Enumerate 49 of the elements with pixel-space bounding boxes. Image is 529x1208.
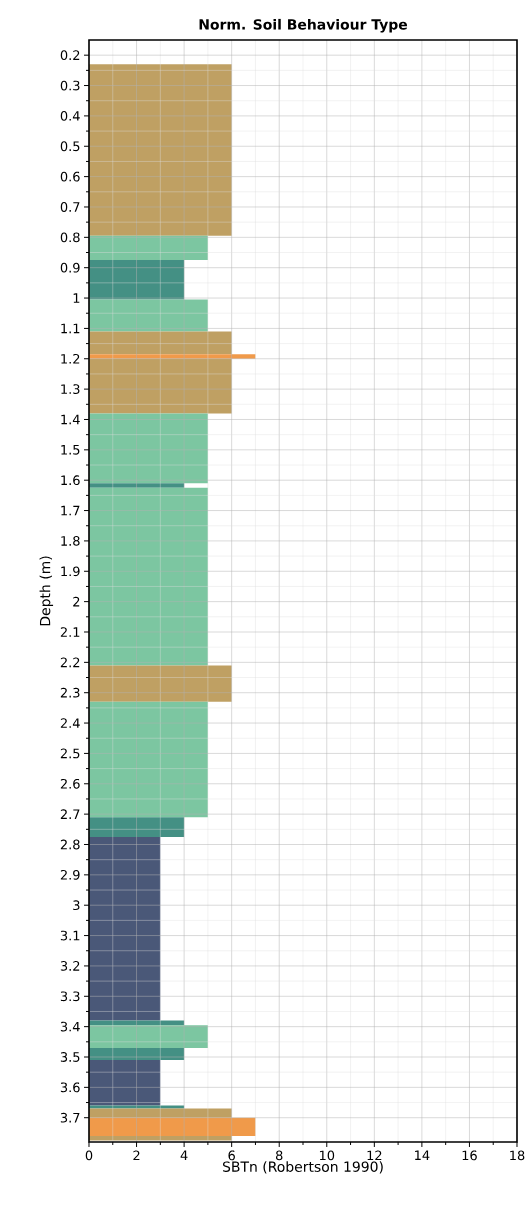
y-tick-label: 3.4 xyxy=(60,1021,80,1032)
y-tick-label: 1.6 xyxy=(61,475,80,486)
y-tick-label: 3.7 xyxy=(60,1112,80,1123)
y-tick-label: 1.3 xyxy=(61,384,80,395)
x-tick-label: 18 xyxy=(510,1150,525,1161)
y-tick-label: 1.9 xyxy=(61,566,80,577)
x-tick-label: 4 xyxy=(180,1150,188,1160)
y-tick-label: 0.8 xyxy=(60,232,80,243)
y-tick-label: 1.7 xyxy=(61,505,80,516)
x-tick-label: 6 xyxy=(228,1150,235,1161)
y-tick-label: 2.4 xyxy=(60,718,80,728)
y-tick-label: 0.4 xyxy=(60,111,80,121)
y-tick-label: 1.8 xyxy=(61,536,80,546)
y-tick-label: 2.1 xyxy=(60,627,80,637)
y-tick-label: 2.6 xyxy=(60,778,80,789)
y-tick-label: 3.5 xyxy=(60,1052,80,1062)
y-tick-label: 3.3 xyxy=(60,991,80,1002)
y-tick-label: 1.1 xyxy=(61,323,80,334)
y-tick-label: 0.9 xyxy=(60,262,80,273)
y-tick-label: 1.4 xyxy=(61,414,80,425)
y-tick-label: 1 xyxy=(73,293,80,303)
y-tick-label: 0.6 xyxy=(60,171,80,182)
x-tick-label: 0 xyxy=(85,1150,93,1161)
y-tick-label: 3 xyxy=(73,900,80,911)
y-tick-label: 2.9 xyxy=(60,869,80,880)
y-tick-label: 3.2 xyxy=(60,961,80,971)
y-tick-label: 3.6 xyxy=(60,1082,80,1093)
y-tick-label: 0.3 xyxy=(60,80,80,91)
x-tick-label: 10 xyxy=(319,1150,335,1161)
x-tick-label: 16 xyxy=(462,1150,477,1161)
x-tick-label: 8 xyxy=(275,1150,283,1161)
y-axis-title: Depth (m) xyxy=(39,556,54,626)
y-tick-label: 2.3 xyxy=(60,687,80,698)
y-tick-label: 3.1 xyxy=(60,930,80,941)
y-tick-label: 1.2 xyxy=(61,353,80,364)
x-axis-title: SBTn (Robertson 1990) xyxy=(222,1161,383,1174)
y-tick-label: 2 xyxy=(73,596,80,607)
y-tick-label: 2.8 xyxy=(60,839,80,850)
y-tick-label: 2.2 xyxy=(60,657,80,668)
y-tick-label: 2.7 xyxy=(60,809,80,819)
x-tick-label: 12 xyxy=(367,1150,382,1161)
y-tick-label: 0.7 xyxy=(60,202,80,212)
y-tick-label: 1.5 xyxy=(61,445,80,455)
x-tick-label: 2 xyxy=(133,1150,140,1161)
x-tick-label: 14 xyxy=(415,1150,430,1160)
chart-title: Norm. Soil Behaviour Type xyxy=(199,18,408,33)
y-tick-label: 0.2 xyxy=(60,50,80,61)
y-tick-label: 0.5 xyxy=(60,141,80,152)
y-tick-label: 2.5 xyxy=(60,748,80,759)
